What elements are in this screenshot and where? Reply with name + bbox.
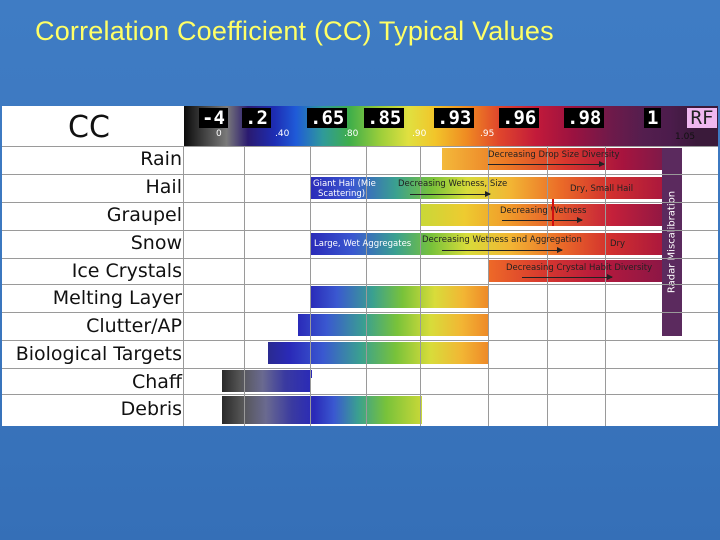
category-debris: Debris	[120, 398, 182, 420]
row-divider	[2, 394, 718, 395]
column-divider	[310, 146, 311, 426]
category-graupel: Graupel	[106, 204, 182, 226]
column-divider	[547, 146, 548, 426]
category-chaff: Chaff	[131, 371, 182, 393]
category-clutter-ap: Clutter/AP	[86, 315, 182, 337]
column-divider	[488, 146, 489, 426]
bar-biological-targets	[268, 342, 488, 364]
bar-melting-layer	[310, 286, 488, 308]
scale-tick-5: .95	[480, 129, 495, 139]
scale-rf-box: RF	[687, 108, 717, 128]
arrow-graupel	[502, 217, 583, 223]
rf-column	[684, 148, 718, 426]
scale-box-8: 1	[644, 108, 662, 128]
annotation-dry-small-hail: Dry, Small Hail	[570, 184, 634, 194]
bar-chaff	[222, 370, 312, 392]
arrow-hail	[410, 191, 491, 197]
row-divider	[2, 312, 718, 313]
annotation-graupel-wetness: Decreasing Wetness	[500, 206, 587, 216]
bar-chaff-extension	[310, 378, 410, 392]
annotation-snow-wetness: Decreasing Wetness and Aggregation	[422, 235, 582, 245]
cc-table: Radar Miscalibration -4 .2 .65 .85 .93 .…	[2, 106, 718, 426]
category-rain: Rain	[140, 148, 182, 170]
annotation-snow-dry: Dry	[610, 239, 626, 249]
row-divider	[2, 284, 718, 285]
column-divider	[183, 146, 184, 426]
scale-tick-2: .40	[275, 129, 290, 139]
scale-box-4: .85	[364, 108, 405, 128]
category-ice-crystals: Ice Crystals	[71, 260, 182, 282]
scale-box-3: .65	[307, 108, 348, 128]
column-divider	[605, 146, 606, 426]
radar-miscalibration-band	[662, 148, 682, 336]
row-divider	[2, 368, 718, 369]
scale-box-6: .96	[499, 108, 540, 128]
slide-title: Correlation Coefficient (CC) Typical Val…	[35, 16, 554, 46]
scale-box-1: -4	[199, 108, 228, 128]
bar-debris	[222, 396, 422, 424]
row-divider	[2, 258, 718, 259]
annotation-giant-hail-2: Scattering)	[318, 189, 366, 199]
scale-box-5: .93	[434, 108, 475, 128]
arrow-rain	[488, 161, 605, 167]
category-snow: Snow	[130, 232, 182, 254]
scale-tick-4: .90	[412, 129, 427, 139]
row-divider	[2, 146, 718, 147]
radar-miscalibration-label: Radar Miscalibration	[666, 190, 678, 294]
scale-tick-end: 1.05	[675, 132, 696, 142]
arrow-snow	[442, 247, 563, 253]
category-biological-targets: Biological Targets	[15, 343, 182, 365]
scale-tick-3: .80	[344, 129, 359, 139]
row-divider	[2, 340, 718, 341]
column-divider	[420, 146, 421, 426]
scale-tick-1: 0	[216, 129, 222, 139]
column-divider	[244, 146, 245, 426]
annotation-hail-wetness: Decreasing Wetness, Size	[398, 179, 508, 189]
annotation-crystal-habit: Decreasing Crystal Habit Diversity	[506, 263, 653, 273]
arrow-ice	[522, 274, 613, 280]
red-marker	[552, 199, 554, 226]
scale-box-7: .98	[564, 108, 605, 128]
annotation-giant-hail: Giant Hail (Mie	[313, 179, 376, 189]
row-divider	[2, 202, 718, 203]
scale-box-2: .2	[242, 108, 271, 128]
category-hail: Hail	[145, 176, 183, 198]
bar-clutter-ap	[298, 314, 488, 336]
bar-ice-crystals	[488, 260, 667, 282]
category-melting-layer: Melting Layer	[52, 287, 182, 309]
annotation-large-wet-aggregates: Large, Wet Aggregates	[314, 239, 412, 249]
row-divider	[2, 174, 718, 175]
column-divider	[366, 146, 367, 426]
row-divider	[2, 230, 718, 231]
cc-column-header: CC	[68, 110, 110, 145]
annotation-rain-drop-size: Decreasing Drop Size Diversity	[488, 150, 620, 160]
